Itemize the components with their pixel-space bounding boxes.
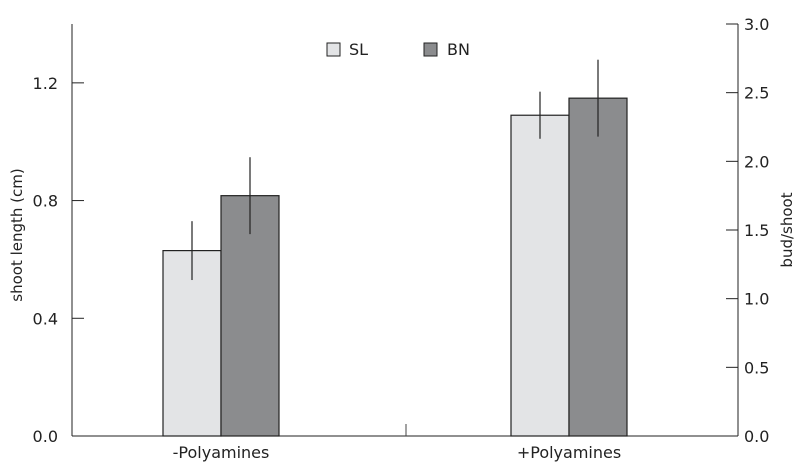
- right-y-tick-label: 2.5: [744, 84, 769, 103]
- legend-swatch-sl: [326, 42, 341, 57]
- right-y-tick-label: 3.0: [744, 15, 769, 34]
- bar-sl: [162, 250, 222, 437]
- left-y-tick-label: 0.0: [33, 427, 58, 446]
- bar-sl: [510, 114, 570, 437]
- left-y-tick-label: 0.8: [33, 192, 58, 211]
- legend-label-bn: BN: [447, 40, 470, 59]
- left-y-tick-label: 0.4: [33, 309, 58, 328]
- bars: [162, 97, 628, 437]
- left-y-ticks: 0.0 0.4 0.8 1.2: [33, 74, 84, 446]
- category-label: +Polyamines: [517, 443, 621, 462]
- right-y-ticks: 0.0 0.5 1.0 1.5 2.0 2.5 3.0: [726, 15, 769, 446]
- right-y-tick-label: 0.5: [744, 358, 769, 377]
- legend: SL BN: [326, 40, 470, 59]
- category-label: -Polyamines: [173, 443, 270, 462]
- left-axis-title: shoot length (cm): [8, 168, 26, 301]
- right-y-tick-label: 1.5: [744, 221, 769, 240]
- legend-swatch-bn: [423, 42, 438, 57]
- category-labels: -Polyamines +Polyamines: [173, 443, 622, 462]
- right-y-tick-label: 0.0: [744, 427, 769, 446]
- legend-label-sl: SL: [349, 40, 368, 59]
- bar-bn: [220, 195, 280, 437]
- right-y-tick-label: 1.0: [744, 290, 769, 309]
- bar-bn: [568, 97, 628, 437]
- left-y-tick-label: 1.2: [33, 74, 58, 93]
- right-y-tick-label: 2.0: [744, 152, 769, 171]
- error-bars: [191, 59, 599, 281]
- right-axis-title: bud/shoot: [778, 192, 796, 267]
